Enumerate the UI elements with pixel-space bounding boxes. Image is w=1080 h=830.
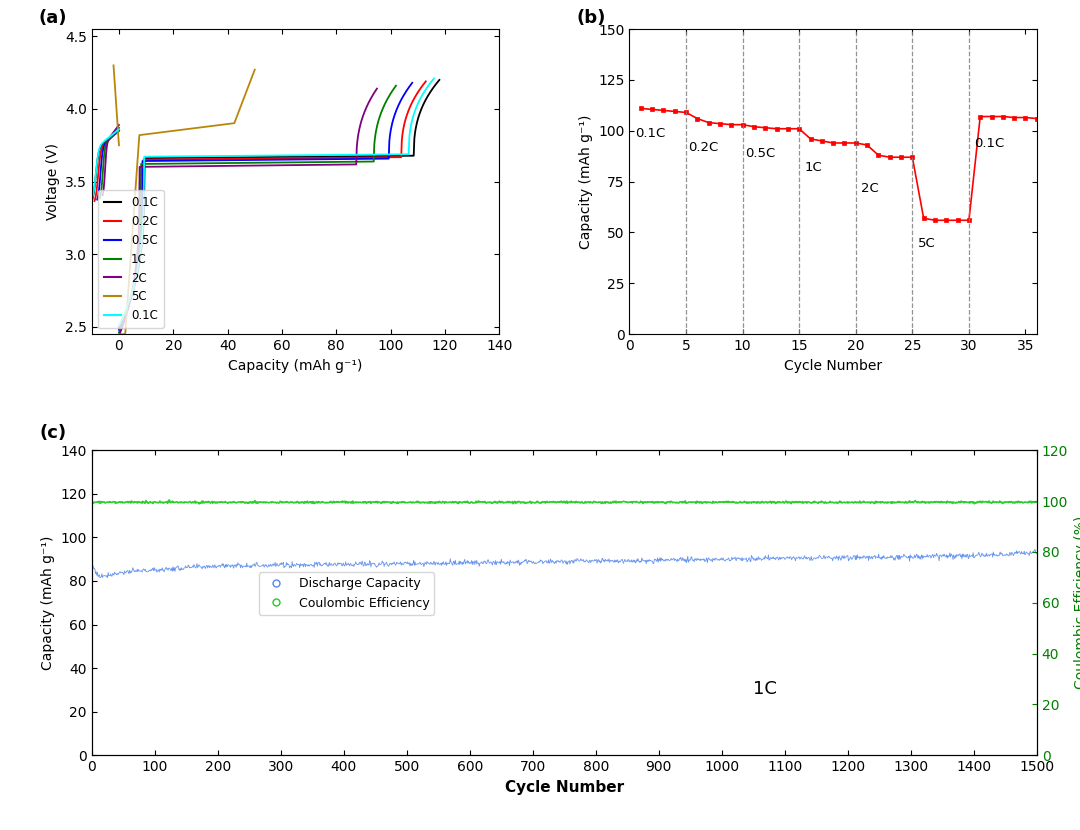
Text: 0.5C: 0.5C bbox=[745, 147, 775, 160]
Text: 1C: 1C bbox=[805, 162, 823, 174]
Text: 0.1C: 0.1C bbox=[635, 127, 665, 140]
Text: 5C: 5C bbox=[918, 237, 935, 250]
Text: 0.1C: 0.1C bbox=[974, 137, 1004, 150]
X-axis label: Capacity (mAh g⁻¹): Capacity (mAh g⁻¹) bbox=[228, 359, 363, 373]
Legend: Discharge Capacity, Coulombic Efficiency: Discharge Capacity, Coulombic Efficiency bbox=[259, 573, 434, 614]
Text: 0.2C: 0.2C bbox=[688, 141, 718, 154]
Text: (a): (a) bbox=[39, 9, 67, 27]
Text: (c): (c) bbox=[40, 424, 67, 442]
Text: 2C: 2C bbox=[862, 182, 879, 195]
X-axis label: Cycle Number: Cycle Number bbox=[504, 779, 624, 794]
Y-axis label: Voltage (V): Voltage (V) bbox=[45, 143, 59, 220]
Text: 1C: 1C bbox=[754, 681, 778, 698]
Legend: 0.1C, 0.2C, 0.5C, 1C, 2C, 5C, 0.1C: 0.1C, 0.2C, 0.5C, 1C, 2C, 5C, 0.1C bbox=[97, 190, 163, 329]
Y-axis label: Coulombic Efficiency (%): Coulombic Efficiency (%) bbox=[1074, 516, 1080, 690]
Y-axis label: Capacity (mAh g⁻¹): Capacity (mAh g⁻¹) bbox=[41, 535, 55, 670]
Y-axis label: Capacity (mAh g⁻¹): Capacity (mAh g⁻¹) bbox=[579, 115, 593, 249]
Text: (b): (b) bbox=[577, 9, 606, 27]
X-axis label: Cycle Number: Cycle Number bbox=[784, 359, 882, 373]
